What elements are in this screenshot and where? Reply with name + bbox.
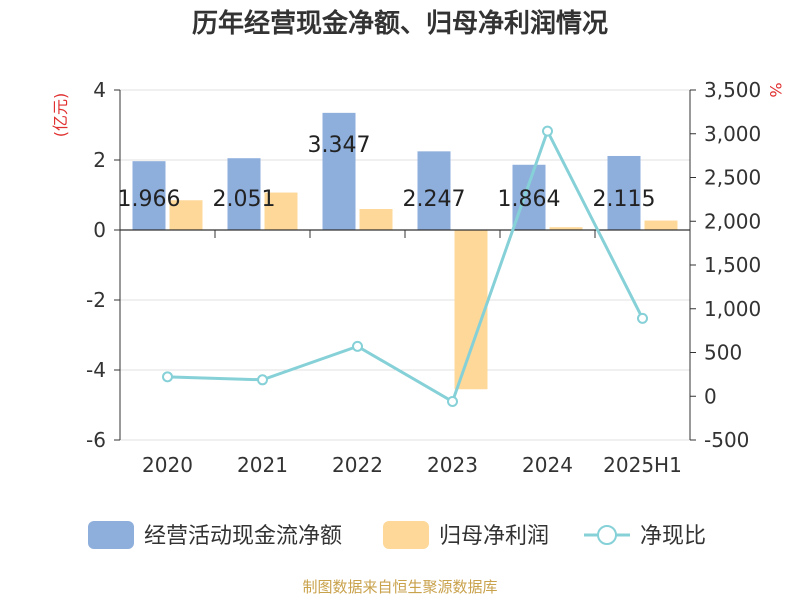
line-point [637, 312, 648, 324]
legend-label: 净现比 [640, 524, 706, 549]
line-point [257, 374, 268, 386]
line-netcash-ratio [167, 127, 644, 404]
bar-cashflow [417, 151, 451, 230]
data-labels-group: 1.966 2.051 3.347 2.247 1.864 2.115 [118, 133, 656, 212]
category-label: 2024 [522, 453, 573, 477]
right-axis-tick-label: 2,500 [704, 166, 761, 190]
bar-data-label: 2.115 [593, 187, 656, 212]
right-axis-tick-label: 2,000 [704, 209, 761, 233]
legend-label: 归母净利润 [439, 524, 549, 549]
line-point [162, 371, 173, 383]
bar-netprofit [359, 209, 393, 230]
bar-netprofit [264, 192, 298, 230]
bar-cashflow [322, 112, 356, 230]
right-axis-tick-label: -500 [704, 428, 749, 452]
left-axis-unit: (亿元) [51, 93, 70, 138]
bar-cashflow [227, 158, 261, 230]
source-note: 制图数据来自恒生聚源数据库 [302, 578, 497, 596]
legend-swatch [383, 521, 429, 549]
bar-netprofit [549, 227, 583, 230]
left-axis-tick-label: 0 [93, 218, 106, 242]
category-label: 2020 [142, 453, 193, 477]
left-axis-tick-label: -2 [86, 288, 106, 312]
left-axis-tick-label: 2 [93, 148, 106, 172]
bar-netprofit [454, 230, 488, 390]
category-label: 2022 [332, 453, 383, 477]
line-point [447, 396, 458, 407]
legend-item-ratio: 净现比 [584, 524, 706, 549]
right-axis-unit: % [766, 82, 785, 97]
line-point [352, 340, 363, 352]
bar-data-label: 2.051 [213, 187, 276, 212]
line-series-group [162, 125, 648, 407]
right-axis-tick-label: 1,000 [704, 297, 761, 321]
left-axis-tick-label: -6 [86, 428, 106, 452]
category-label: 2023 [427, 453, 478, 477]
category-label: 2021 [237, 453, 288, 477]
bar-data-label: 3.347 [308, 133, 371, 158]
legend: 经营活动现金流净额 归母净利润 净现比 [88, 521, 706, 549]
right-axis-tick-label: 3,500 [704, 78, 761, 102]
right-axis-tick-label: 3,000 [704, 122, 761, 146]
legend-label: 经营活动现金流净额 [144, 524, 342, 549]
legend-swatch [88, 521, 134, 549]
legend-swatch-marker [597, 525, 617, 545]
right-axis-tick-label: 1,500 [704, 253, 761, 277]
left-axis-tick-label: 4 [93, 78, 106, 102]
bar-netprofit [644, 220, 678, 230]
bars-group [132, 112, 678, 390]
bar-data-label: 1.864 [498, 187, 561, 212]
left-axis-tick-label: -4 [86, 358, 106, 382]
right-axis-tick-label: 0 [704, 384, 717, 408]
bar-netprofit [169, 200, 203, 230]
bar-cashflow [607, 155, 641, 230]
chart-title: 历年经营现金净额、归母净利润情况 [192, 8, 608, 39]
grid-lines [120, 89, 690, 441]
legend-item-netprofit: 归母净利润 [383, 521, 549, 549]
axes-group: 4 2 0 -2 -4 -6 3,500 3,000 2,500 2,000 1,500 1,000 5… [86, 78, 761, 477]
legend-item-cashflow: 经营活动现金流净额 [88, 521, 342, 549]
category-label: 2025H1 [603, 453, 682, 477]
bar-data-label: 2.247 [403, 187, 466, 212]
bar-data-label: 1.966 [118, 187, 181, 212]
right-axis-tick-label: 500 [704, 341, 742, 365]
line-point [542, 125, 553, 137]
bar-cashflow [132, 161, 166, 230]
